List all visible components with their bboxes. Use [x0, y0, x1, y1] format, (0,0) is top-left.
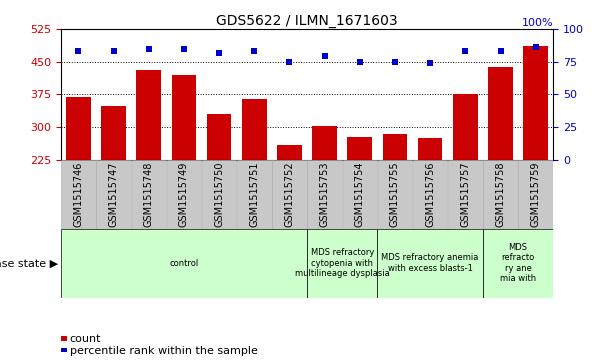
Text: count: count — [70, 334, 101, 344]
Text: GSM1515754: GSM1515754 — [355, 162, 365, 227]
Point — [460, 48, 470, 54]
Bar — [308, 160, 342, 229]
Point — [355, 59, 365, 65]
Text: GSM1515752: GSM1515752 — [285, 162, 294, 227]
Bar — [523, 46, 548, 258]
Text: GSM1515747: GSM1515747 — [109, 162, 119, 227]
Point — [285, 59, 294, 65]
Bar — [448, 160, 483, 229]
Point — [179, 46, 188, 52]
Bar — [378, 229, 483, 298]
Text: GSM1515758: GSM1515758 — [496, 162, 505, 227]
Bar — [167, 160, 201, 229]
Point — [144, 46, 154, 52]
Bar — [131, 160, 166, 229]
Text: MDS refractory
cytopenia with
multilineage dysplasia: MDS refractory cytopenia with multilinea… — [295, 248, 390, 278]
Bar — [519, 160, 553, 229]
Bar — [277, 145, 302, 258]
Bar — [382, 134, 407, 258]
Text: GSM1515753: GSM1515753 — [320, 162, 330, 227]
Text: 100%: 100% — [522, 18, 553, 28]
Text: GSM1515756: GSM1515756 — [425, 162, 435, 227]
Text: control: control — [169, 259, 199, 268]
Point — [74, 48, 83, 54]
Point — [109, 48, 119, 54]
Text: disease state ▶: disease state ▶ — [0, 258, 58, 268]
Bar — [242, 99, 266, 258]
Text: GSM1515759: GSM1515759 — [531, 162, 541, 227]
Bar — [418, 138, 443, 258]
Bar — [202, 160, 237, 229]
Text: GSM1515757: GSM1515757 — [460, 162, 471, 227]
Text: MDS refractory anemia
with excess blasts-1: MDS refractory anemia with excess blasts… — [381, 253, 479, 273]
Text: MDS
refracto
ry ane
mia with: MDS refracto ry ane mia with — [500, 243, 536, 283]
Point — [390, 59, 400, 65]
Bar — [61, 160, 95, 229]
Bar — [66, 97, 91, 258]
Bar — [378, 160, 412, 229]
Bar — [171, 75, 196, 258]
Point — [531, 44, 541, 50]
Bar — [307, 229, 378, 298]
Bar — [237, 160, 272, 229]
Title: GDS5622 / ILMN_1671603: GDS5622 / ILMN_1671603 — [216, 14, 398, 28]
Bar — [136, 70, 161, 258]
Text: GSM1515746: GSM1515746 — [74, 162, 83, 227]
Bar — [488, 67, 513, 258]
Point — [249, 48, 259, 54]
Bar — [342, 160, 377, 229]
Bar — [207, 114, 232, 258]
Text: GSM1515750: GSM1515750 — [214, 162, 224, 227]
Point — [425, 60, 435, 66]
Bar — [348, 136, 372, 258]
Bar — [102, 106, 126, 258]
Bar — [453, 94, 478, 258]
Bar — [413, 160, 447, 229]
Text: GSM1515755: GSM1515755 — [390, 162, 400, 227]
Bar — [483, 229, 553, 298]
Bar — [313, 126, 337, 258]
Point — [320, 54, 330, 60]
Point — [496, 48, 505, 54]
Bar — [272, 160, 306, 229]
Text: GSM1515748: GSM1515748 — [143, 162, 154, 227]
Bar — [61, 229, 307, 298]
Text: GSM1515749: GSM1515749 — [179, 162, 189, 227]
Bar — [96, 160, 131, 229]
Bar — [483, 160, 518, 229]
Text: GSM1515751: GSM1515751 — [249, 162, 259, 227]
Point — [214, 50, 224, 56]
Text: percentile rank within the sample: percentile rank within the sample — [70, 346, 258, 356]
